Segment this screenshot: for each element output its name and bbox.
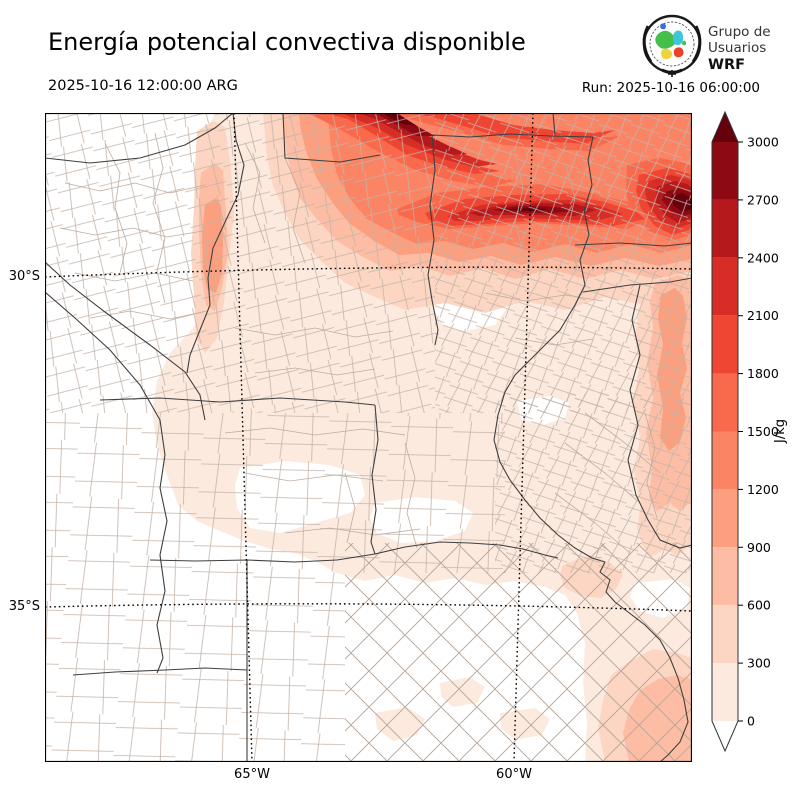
colorbar-segment <box>712 373 738 432</box>
colorbar-over-arrow <box>712 112 738 142</box>
colorbar: 0 300 600 900 1200 1500 1800 2100 2400 2… <box>711 110 788 753</box>
wrf-users-group-logo: Grupo de Usuarios WRF <box>642 14 771 77</box>
province-boundaries <box>45 113 692 762</box>
colorbar-tick-label: 1200 <box>747 482 779 497</box>
page-title: Energía potencial convectiva disponible <box>48 28 526 56</box>
lon-label-65w: 65°W <box>234 767 270 782</box>
colorbar-segment <box>712 142 738 200</box>
map-frame <box>45 113 692 762</box>
colorbar-tick-label: 1800 <box>747 366 779 381</box>
colorbar-tick-label: 1500 <box>747 424 779 439</box>
lon-label-60w: 60°W <box>496 767 532 782</box>
colorbar-segment <box>712 605 738 664</box>
colorbar-gradient <box>711 110 739 753</box>
colorbar-segment <box>712 489 738 548</box>
colorbar-tick-label: 600 <box>747 598 771 613</box>
lat-label-35s: 35°S <box>8 599 40 614</box>
colorbar-tick-labels: 0 300 600 900 1200 1500 1800 2100 2400 2… <box>747 135 779 729</box>
globe-emblem-icon <box>642 14 702 77</box>
colorbar-tick-label: 300 <box>747 656 771 671</box>
colorbar-tick-label: 2100 <box>747 308 779 323</box>
colorbar-segment <box>712 663 738 721</box>
cape-map <box>45 113 692 762</box>
colorbar-segment <box>712 547 738 606</box>
colorbar-segment <box>712 431 738 490</box>
colorbar-tick-marks <box>738 141 743 722</box>
colorbar-segment <box>712 257 738 316</box>
logo-line-3: WRF <box>708 57 745 73</box>
colorbar-under-arrow <box>712 721 738 751</box>
logo-wordmark: Grupo de Usuarios WRF <box>708 24 771 73</box>
colorbar-tick-label: 2400 <box>747 250 779 265</box>
colorbar-unit-label: J/kg <box>773 419 788 444</box>
colorbar-segment <box>712 199 738 258</box>
department-boundaries <box>45 113 692 762</box>
lat-label-30s: 30°S <box>8 269 40 284</box>
valid-time-label: 2025-10-16 12:00:00 ARG <box>48 78 238 94</box>
logo-line-2: Usuarios <box>708 40 766 56</box>
colorbar-tick-label: 900 <box>747 540 771 555</box>
run-time-label: Run: 2025-10-16 06:00:00 <box>581 80 760 96</box>
logo-line-1: Grupo de <box>708 24 771 40</box>
colorbar-tick-label: 0 <box>747 714 755 729</box>
colorbar-segment <box>712 315 738 374</box>
colorbar-tick-label: 2700 <box>747 192 779 207</box>
colorbar-tick-label: 3000 <box>747 135 779 150</box>
